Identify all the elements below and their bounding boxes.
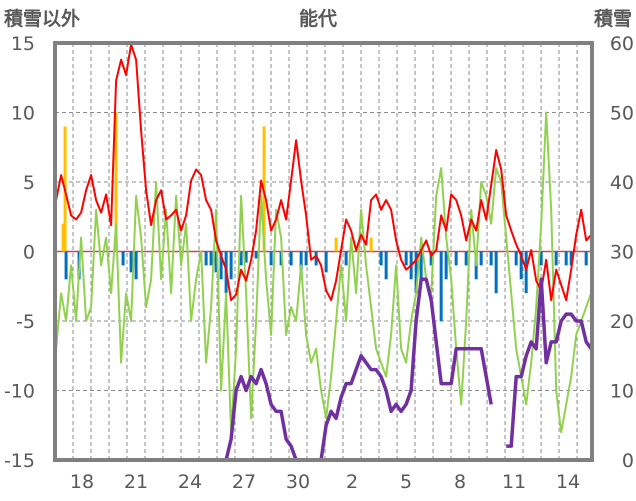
negative-bar — [324, 251, 328, 273]
negative-bar — [314, 251, 318, 266]
negative-bar — [569, 251, 573, 266]
negative-bar — [244, 251, 248, 263]
other-line — [55, 111, 593, 434]
positive-bar — [114, 112, 118, 252]
y2-tick-label: 50 — [610, 103, 634, 125]
negative-bar — [514, 251, 518, 266]
negative-bar — [304, 251, 308, 266]
negative-bar — [134, 251, 138, 280]
negative-bar — [121, 251, 125, 266]
negative-bar — [464, 251, 468, 266]
y-tick-label: 15 — [11, 33, 35, 55]
x-tick-label: 30 — [286, 471, 310, 493]
negative-bar — [554, 251, 558, 266]
y-tick-label: 0 — [23, 242, 35, 264]
positive-bar — [369, 237, 373, 252]
x-tick-label: 2 — [346, 471, 358, 493]
temperature-line — [55, 43, 592, 302]
negative-bar — [279, 251, 283, 266]
negative-bar — [344, 251, 348, 266]
x-tick-label: 14 — [556, 471, 580, 493]
negative-bar — [439, 251, 443, 321]
y-tick-label: -10 — [4, 381, 35, 403]
negative-bar — [219, 251, 223, 280]
x-tick-label: 27 — [232, 471, 256, 493]
x-tick-label: 21 — [124, 471, 148, 493]
negative-bar — [64, 251, 68, 280]
negative-bar — [519, 251, 523, 280]
y2-tick-label: 0 — [622, 450, 634, 472]
negative-bar — [204, 251, 208, 266]
negative-bar — [584, 251, 588, 266]
y2-tick-label: 20 — [610, 311, 634, 333]
right-axis-title: 積雪 — [594, 7, 632, 30]
negative-bar — [564, 251, 568, 266]
y-tick-label: -15 — [4, 450, 35, 472]
y2-tick-label: 40 — [610, 172, 634, 194]
y2-tick-label: 30 — [610, 242, 634, 264]
snow_depth-line — [56, 277, 593, 462]
x-tick-label: 24 — [178, 471, 202, 493]
negative-bar — [269, 251, 273, 266]
negative-bar — [429, 251, 433, 266]
x-tick-label: 5 — [400, 471, 412, 493]
negative-bar — [494, 251, 498, 294]
plot-frame — [53, 41, 594, 462]
negative-bar — [239, 251, 243, 266]
negative-bar — [254, 251, 258, 259]
positive-bar — [61, 223, 65, 252]
negative-bar — [289, 251, 293, 266]
y-tick-label: 10 — [11, 103, 35, 125]
y2-tick-label: 60 — [610, 33, 634, 55]
negative-bar — [384, 251, 388, 280]
negative-bar — [539, 251, 543, 266]
negative-bar — [479, 251, 483, 266]
negative-bar — [454, 251, 458, 266]
positive-bar — [334, 237, 338, 252]
negative-bar — [524, 251, 528, 294]
x-tick-label: 18 — [70, 471, 94, 493]
y-tick-label: 5 — [23, 172, 35, 194]
negative-bar — [489, 251, 493, 266]
left-axis-title: 積雪以外 — [4, 7, 80, 30]
negative-bar — [444, 251, 448, 280]
negative-bar — [214, 251, 218, 273]
x-tick-label: 11 — [502, 471, 526, 493]
negative-bar — [404, 251, 408, 266]
negative-bar — [379, 251, 383, 266]
y2-tick-label: 10 — [610, 381, 634, 403]
negative-bar — [229, 251, 233, 280]
negative-bar — [414, 251, 418, 294]
x-tick-label: 8 — [454, 471, 466, 493]
y-tick-label: -5 — [16, 311, 35, 333]
negative-bar — [129, 251, 133, 273]
negative-bar — [209, 251, 213, 266]
negative-bar — [419, 251, 423, 280]
chart-title: 能代 — [299, 7, 337, 30]
